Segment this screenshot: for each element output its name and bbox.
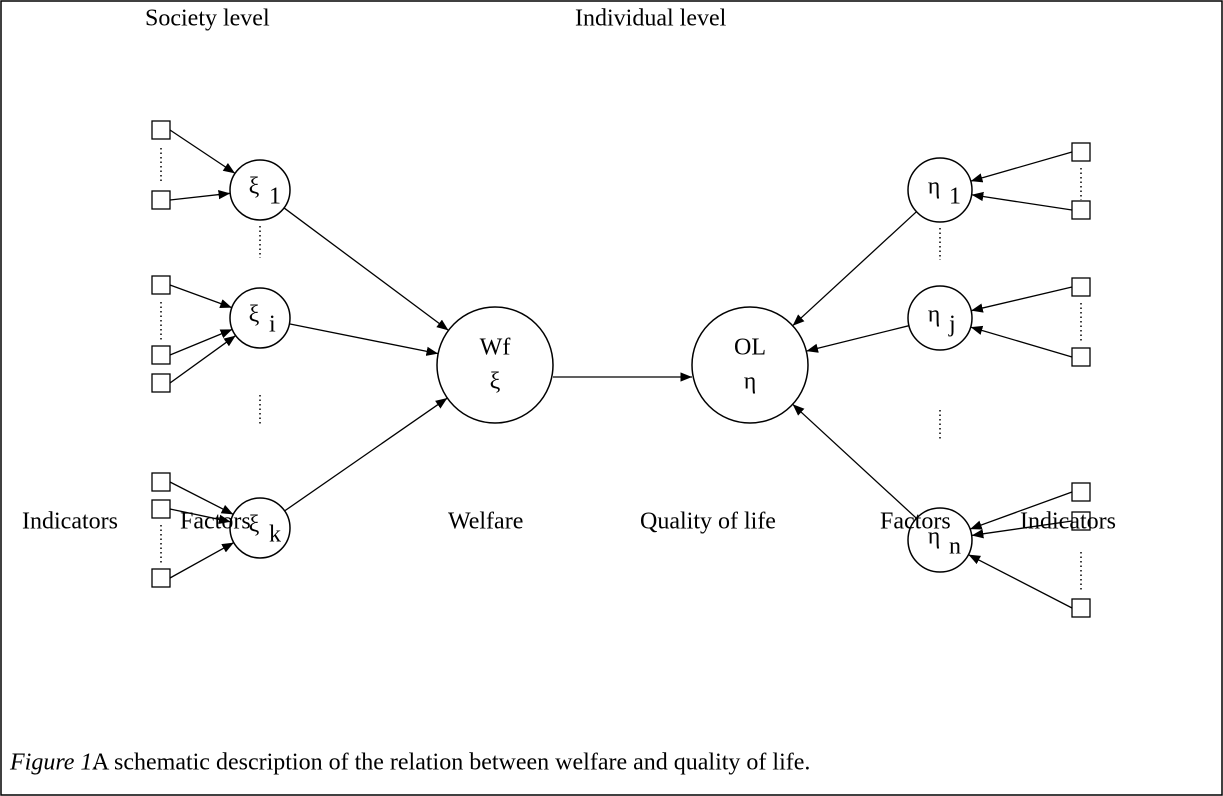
arrow <box>169 481 234 515</box>
node <box>229 159 291 221</box>
footer-label: Factors <box>880 509 951 535</box>
node-symbol: η <box>928 302 941 328</box>
header-text: Individual level <box>575 6 727 32</box>
caption-label: Figure 1. <box>9 750 98 776</box>
arrow <box>792 403 917 519</box>
arrow <box>970 325 1073 358</box>
arrow <box>971 191 1073 211</box>
header-text: Society level <box>145 6 270 32</box>
footer-label: Quality of life <box>640 509 776 535</box>
node-subscript: j <box>948 312 956 338</box>
arrow <box>806 325 910 353</box>
indicator-box <box>151 345 171 365</box>
indicator-box <box>151 275 171 295</box>
indicator-box <box>1071 347 1091 367</box>
indicator-box <box>1071 277 1091 297</box>
node-subscript: 1 <box>269 184 281 210</box>
arrow <box>283 207 449 331</box>
node-symbol: η <box>928 174 941 200</box>
node-label: OL <box>734 335 766 361</box>
indicator-box <box>1071 598 1091 618</box>
footer-label: Welfare <box>448 509 523 535</box>
arrow <box>968 554 1073 609</box>
indicator-box <box>1071 482 1091 502</box>
footer-label: Indicators <box>1020 509 1116 535</box>
node-subscript: i <box>269 312 276 338</box>
arrow <box>971 286 1073 313</box>
indicator-box <box>151 120 171 140</box>
node <box>436 306 554 424</box>
node <box>691 306 809 424</box>
arrow <box>169 129 236 174</box>
caption-text: A schematic description of the relation … <box>92 750 810 776</box>
node-symbol: ξ <box>249 174 260 200</box>
node <box>229 287 291 349</box>
arrow <box>284 397 448 512</box>
node-symbol: ξ <box>490 369 501 395</box>
node-subscript: 1 <box>949 184 961 210</box>
footer-label: Factors <box>180 509 251 535</box>
arrow <box>792 211 917 327</box>
node-symbol: ξ <box>249 302 260 328</box>
node-symbol: ξ <box>249 512 260 538</box>
footer-label: Indicators <box>22 509 118 535</box>
arrow <box>169 542 235 579</box>
node <box>907 507 973 573</box>
arrow <box>169 284 233 309</box>
arrow <box>971 520 1073 539</box>
node <box>229 497 291 559</box>
node <box>907 285 973 351</box>
arrow <box>169 189 231 201</box>
node <box>907 157 973 223</box>
arrow <box>169 335 237 384</box>
node-subscript: n <box>949 534 961 560</box>
node-subscript: k <box>269 522 281 548</box>
arrow <box>970 151 1073 183</box>
node-symbol: η <box>928 524 941 550</box>
arrow <box>169 508 231 524</box>
arrow <box>169 328 233 356</box>
indicator-box <box>1071 142 1091 162</box>
arrow <box>289 323 439 356</box>
indicator-box <box>151 568 171 588</box>
indicator-box <box>151 499 171 519</box>
arrow <box>969 491 1073 530</box>
node-symbol: η <box>744 369 757 395</box>
indicator-box <box>1071 200 1091 220</box>
indicator-box <box>151 373 171 393</box>
indicator-box <box>151 472 171 492</box>
indicator-box <box>151 190 171 210</box>
node-label: Wf <box>480 335 511 361</box>
